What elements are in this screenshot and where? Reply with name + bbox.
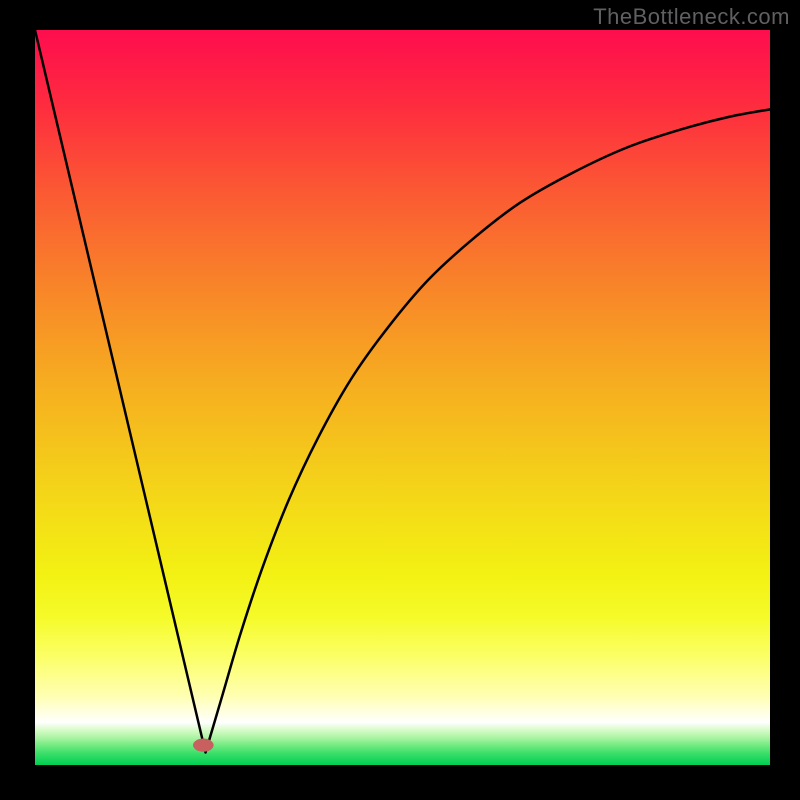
- watermark-text: TheBottleneck.com: [593, 4, 790, 30]
- plot-background: [35, 30, 770, 765]
- optimal-point-marker: [193, 739, 214, 752]
- chart-frame: TheBottleneck.com: [0, 0, 800, 800]
- bottleneck-chart: [0, 0, 800, 800]
